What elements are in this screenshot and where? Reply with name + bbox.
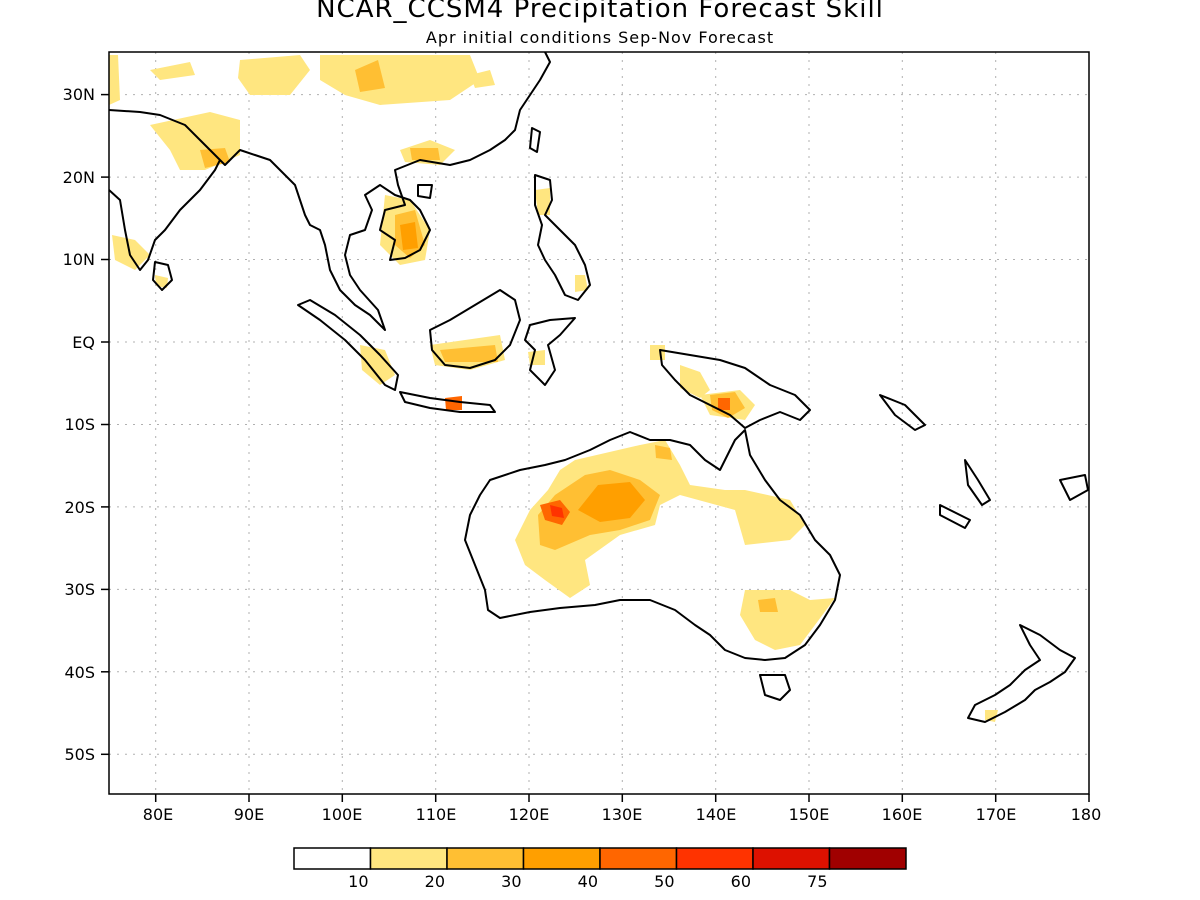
gridlines	[109, 52, 1089, 794]
y-tick-label: 20S	[64, 498, 95, 517]
color-bar-label: 20	[425, 872, 445, 891]
color-bar: 10 20 30 40 50 60 75	[293, 847, 907, 891]
color-bar-swatch	[675, 847, 754, 870]
y-tick-label: EQ	[72, 333, 95, 352]
color-bar-swatch	[522, 847, 601, 870]
y-tick-label: 40S	[64, 663, 95, 682]
color-bar-label: 40	[578, 872, 598, 891]
y-tick-label: 10N	[63, 250, 95, 269]
color-bar-swatch	[828, 847, 907, 870]
plot-frame	[108, 51, 1090, 795]
axis-ticks	[101, 93, 1090, 802]
skill-shading	[109, 55, 998, 722]
x-tick-label: 160E	[882, 805, 923, 824]
x-tick-label: 100E	[322, 805, 363, 824]
color-bar-label: 50	[654, 872, 674, 891]
y-tick-labels: 30N 20N 10N EQ 10S 20S 30S 40S 50S	[63, 85, 95, 764]
coastlines	[108, 51, 1089, 723]
y-tick-label: 20N	[63, 168, 95, 187]
color-bar-label: 30	[501, 872, 521, 891]
y-tick-label: 10S	[64, 415, 95, 434]
color-bar-swatch	[369, 847, 448, 870]
color-bar-label: 60	[731, 872, 751, 891]
color-bar-label: 75	[807, 872, 827, 891]
x-tick-label: 140E	[696, 805, 737, 824]
color-bar-swatch	[599, 847, 678, 870]
color-bar-swatch	[293, 847, 372, 870]
y-tick-label: 50S	[64, 745, 95, 764]
x-tick-label: 150E	[789, 805, 830, 824]
x-tick-label: 130E	[602, 805, 643, 824]
y-tick-label: 30S	[64, 580, 95, 599]
plot-area	[109, 52, 1089, 794]
x-tick-label: 180	[1071, 805, 1102, 824]
y-tick-label: 30N	[63, 85, 95, 104]
x-tick-label: 120E	[509, 805, 550, 824]
x-tick-label: 110E	[416, 805, 457, 824]
color-bar-swatch	[752, 847, 831, 870]
x-tick-label: 170E	[976, 805, 1017, 824]
color-bar-label: 10	[348, 872, 368, 891]
x-tick-labels: 80E 90E 100E 110E 120E 130E 140E 150E 16…	[143, 805, 1102, 824]
color-bar-swatch	[446, 847, 525, 870]
x-tick-label: 80E	[143, 805, 173, 824]
x-tick-label: 90E	[234, 805, 264, 824]
chart-subtitle: Apr initial conditions Sep-Nov Forecast	[425, 28, 775, 47]
chart-title: NCAR_CCSM4 Precipitation Forecast Skill	[316, 0, 884, 24]
